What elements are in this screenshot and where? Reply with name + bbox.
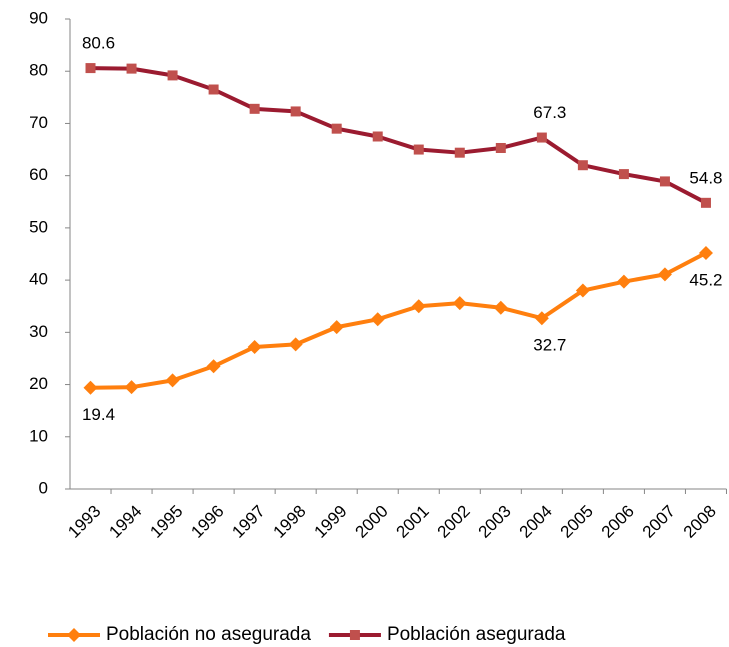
- x-tick-label: 1999: [311, 502, 351, 542]
- data-label: 67.3: [533, 103, 566, 122]
- data-label: 19.4: [82, 405, 115, 424]
- data-label: 54.8: [689, 168, 722, 187]
- legend-label: Población asegurada: [387, 624, 566, 645]
- y-tick-label: 20: [29, 374, 48, 393]
- series-line: [90, 251, 707, 390]
- marker: [454, 147, 465, 158]
- y-tick-label: 70: [29, 113, 48, 132]
- marker: [288, 337, 303, 352]
- x-tick-label: 2002: [434, 502, 474, 542]
- marker: [85, 63, 96, 74]
- x-tick-label: 2006: [598, 502, 638, 542]
- legend-marker: [67, 628, 81, 642]
- marker: [372, 131, 383, 142]
- marker: [249, 103, 260, 114]
- marker: [700, 197, 711, 208]
- marker: [370, 312, 385, 327]
- x-tick-label: 2000: [352, 502, 392, 542]
- y-tick-label: 80: [29, 61, 48, 80]
- marker: [208, 84, 219, 95]
- x-tick-label: 2007: [639, 502, 679, 542]
- marker: [124, 380, 139, 395]
- marker: [657, 267, 672, 282]
- marker: [411, 299, 426, 314]
- marker: [165, 373, 180, 388]
- x-tick-label: 1998: [269, 502, 309, 542]
- marker: [577, 160, 588, 171]
- marker: [575, 283, 590, 298]
- marker: [698, 245, 713, 260]
- marker: [495, 142, 506, 153]
- x-tick-label: 1993: [64, 502, 104, 542]
- marker: [331, 123, 342, 134]
- y-tick-label: 60: [29, 165, 48, 184]
- y-tick-label: 90: [29, 8, 48, 27]
- marker: [534, 311, 549, 326]
- legend-label: Población no asegurada: [106, 624, 311, 645]
- x-tick-label: 2003: [475, 502, 515, 542]
- marker: [493, 300, 508, 315]
- marker: [659, 176, 670, 187]
- x-tick-label: 1996: [187, 502, 227, 542]
- x-tick-label: 2004: [516, 502, 556, 542]
- y-tick-label: 50: [29, 217, 48, 236]
- marker: [206, 359, 221, 374]
- y-tick-label: 40: [29, 270, 48, 289]
- y-tick-label: 0: [39, 478, 48, 497]
- data-label: 45.2: [689, 270, 722, 289]
- legend-marker: [349, 630, 360, 640]
- y-tick-label: 10: [29, 426, 48, 445]
- marker: [167, 70, 178, 81]
- x-tick-label: 1997: [228, 502, 268, 542]
- y-tick-label: 30: [29, 322, 48, 341]
- marker: [452, 296, 467, 311]
- x-tick-label: 2008: [680, 502, 720, 542]
- x-tick-label: 2001: [393, 502, 433, 542]
- marker: [83, 380, 98, 395]
- x-tick-label: 1994: [105, 502, 145, 542]
- x-tick-label: 1995: [146, 502, 186, 542]
- data-label: 32.7: [533, 336, 566, 355]
- series-line: [90, 66, 707, 205]
- marker: [616, 274, 631, 289]
- marker: [413, 144, 424, 155]
- marker: [290, 106, 301, 117]
- marker: [329, 320, 344, 335]
- marker: [618, 169, 629, 180]
- x-tick-label: 2005: [557, 502, 597, 542]
- marker: [247, 339, 262, 354]
- data-label: 80.6: [82, 34, 115, 53]
- marker: [126, 63, 137, 74]
- marker: [536, 132, 547, 143]
